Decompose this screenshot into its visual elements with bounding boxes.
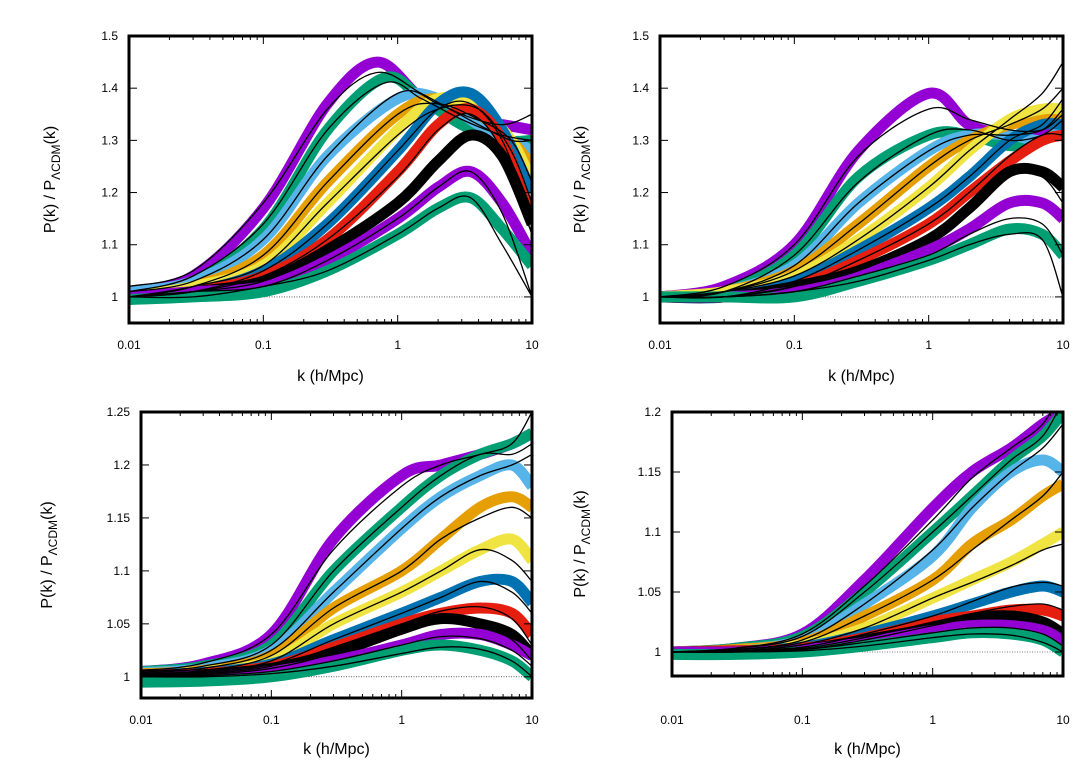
y-tick-label: 1.2	[113, 458, 130, 472]
model-line-red-a	[141, 605, 532, 676]
model-line-blue-a	[141, 580, 532, 676]
plot-area	[672, 412, 1063, 661]
model-line-skyblue-a	[129, 89, 532, 293]
model-line-green-b	[660, 232, 1063, 298]
x-tick-label: 0.1	[255, 338, 272, 352]
model-line-yellow-a	[129, 104, 532, 298]
plot-frame	[139, 410, 534, 700]
model-line-skyblue-a	[660, 108, 1063, 298]
model-line-black-a	[660, 168, 1063, 299]
y-tick-label: 1	[654, 645, 661, 659]
y-tick-label: 1.2	[644, 405, 661, 419]
y-tick-label: 1.1	[644, 525, 661, 539]
y-tick-label: 1.3	[632, 133, 649, 147]
model-line-black-a	[141, 617, 532, 677]
model-line-red-a	[672, 603, 1063, 653]
chart-top-right: 0.01 0.1 1 10 1 1.1 1.2 1.3 1.4 1.5 k (h/Mpc) P(k) …	[572, 29, 1070, 385]
model-line-green-a	[129, 81, 532, 293]
y-tick-label: 1	[111, 290, 118, 304]
y-tick-label: 1.2	[632, 186, 649, 200]
y-axis-label: P(k) / PΛCDM(k)	[572, 490, 593, 597]
model-line-yellow-a	[141, 548, 532, 676]
model-line-green-b	[129, 195, 532, 299]
model-line-purple-b	[129, 170, 532, 298]
y-tick-label: 1.4	[632, 81, 649, 95]
y-tick-label: 1.15	[107, 511, 131, 525]
x-tick-label: 1	[398, 713, 405, 727]
model-line-skyblue-a	[141, 453, 532, 674]
y-tick-label: 1.15	[638, 465, 662, 479]
x-tick-label: 1	[394, 338, 401, 352]
x-axis-label: k (h/Mpc)	[828, 368, 895, 385]
y-tick-label: 1.5	[632, 29, 649, 43]
model-line-red-a	[129, 112, 532, 298]
y-tick-label: 1.1	[101, 238, 118, 252]
plot-area	[129, 56, 532, 305]
y-axis-label: P(k) / PΛCDM(k)	[39, 501, 60, 608]
x-tick-label: 0.1	[794, 713, 811, 727]
y-tick-label: 1.4	[101, 81, 118, 95]
x-axis-label: k (h/Mpc)	[834, 741, 901, 758]
x-tick-label: 1	[925, 338, 932, 352]
chart-top-left: 0.01 0.1 1 10 1 1.1 1.2 1.3 1.4 1.5 k (h/Mpc) P(k) …	[42, 29, 539, 385]
x-tick-label: 10	[525, 713, 539, 727]
model-line-yellow-a	[660, 61, 1063, 298]
x-tick-label: 0.1	[786, 338, 803, 352]
chart-bottom-left: 0.01 0.1 1 10 1 1.05 1.1 1.15 1.2 1.25 k (h/Mpc) P(…	[39, 405, 539, 758]
y-tick-label: 1.5	[101, 29, 118, 43]
model-line-purple-b	[141, 635, 532, 678]
y-tick-label: 1.05	[638, 585, 662, 599]
plot-frame	[127, 34, 534, 325]
y-tick-label: 1.25	[107, 405, 131, 419]
y-axis-label: P(k) / PΛCDM(k)	[42, 126, 63, 233]
x-tick-label: 0.01	[117, 338, 141, 352]
model-line-green-a	[141, 443, 532, 673]
y-tick-label: 1	[642, 290, 649, 304]
model-line-blue-a	[660, 98, 1063, 299]
model-line-purple-a	[141, 412, 532, 672]
model-line-green-b	[672, 633, 1063, 653]
model-line-green-a	[660, 118, 1063, 298]
x-tick-label: 10	[1056, 338, 1070, 352]
y-tick-label: 1.05	[107, 617, 131, 631]
y-tick-label: 1.1	[632, 238, 649, 252]
x-tick-label: 10	[525, 338, 539, 352]
y-tick-label: 1	[123, 670, 130, 684]
model-line-black-a	[129, 134, 532, 298]
model-line-blue-a	[129, 100, 532, 298]
x-tick-label: 0.01	[660, 713, 684, 727]
y-tick-label: 1.2	[101, 186, 118, 200]
x-tick-label: 1	[929, 713, 936, 727]
y-tick-label: 1.1	[113, 564, 130, 578]
model-line-orange-a	[141, 506, 532, 675]
x-tick-label: 0.01	[129, 713, 153, 727]
plot-area	[660, 61, 1063, 304]
x-axis-label: k (h/Mpc)	[303, 741, 370, 758]
model-line-green-b	[141, 646, 532, 678]
chart-bottom-right: 0.01 0.1 1 10 1 1.05 1.1 1.15 1.2 k (h/Mpc) P(k) /…	[572, 405, 1070, 758]
x-tick-label: 0.01	[648, 338, 672, 352]
model-line-orange-a	[672, 471, 1063, 653]
x-tick-label: 0.1	[263, 713, 280, 727]
model-line-orange-a	[660, 87, 1063, 298]
plot-frame	[670, 410, 1065, 678]
plot-area	[141, 412, 532, 688]
y-axis-label: P(k) / PΛCDM(k)	[572, 126, 593, 233]
model-line-green-a	[672, 412, 1058, 653]
plot-frame	[658, 34, 1065, 325]
y-tick-label: 1.3	[101, 133, 118, 147]
x-axis-label: k (h/Mpc)	[297, 368, 364, 385]
x-tick-label: 10	[1056, 713, 1070, 727]
